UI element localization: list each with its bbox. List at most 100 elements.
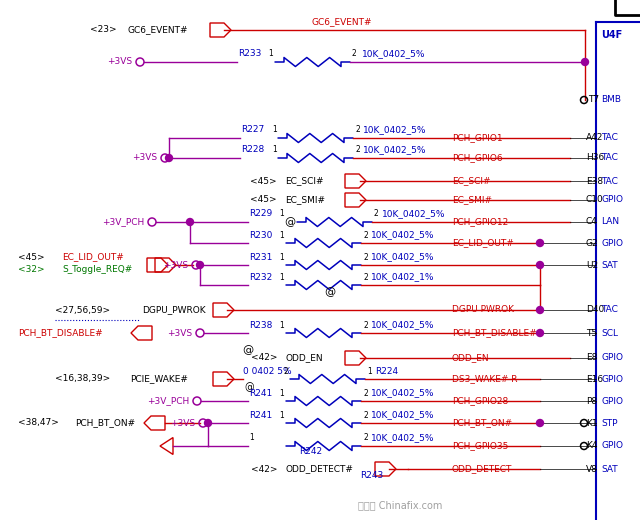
Circle shape (196, 262, 204, 268)
Text: ODD_DETECT#: ODD_DETECT# (285, 464, 353, 474)
Text: R224: R224 (375, 367, 398, 375)
Text: <42>: <42> (250, 464, 277, 474)
Text: GPIO: GPIO (601, 354, 623, 362)
Text: PCH_GPIO12: PCH_GPIO12 (452, 217, 508, 227)
Text: C10: C10 (586, 196, 604, 204)
Text: TAC: TAC (601, 305, 618, 315)
Text: 10K_0402_5%: 10K_0402_5% (362, 49, 426, 58)
Text: 2: 2 (363, 320, 368, 330)
Text: PCH_BT_ON#: PCH_BT_ON# (75, 419, 135, 427)
Text: K1: K1 (586, 419, 598, 427)
Text: 1: 1 (279, 230, 284, 240)
Text: STP: STP (601, 419, 618, 427)
Text: EC_LID_OUT#: EC_LID_OUT# (452, 239, 514, 248)
Text: 10K_0402_5%: 10K_0402_5% (371, 388, 435, 397)
Text: 10K_0402_5%: 10K_0402_5% (363, 125, 426, 135)
Text: 1: 1 (279, 210, 284, 218)
Text: 10K_0402_5%: 10K_0402_5% (363, 146, 426, 154)
Circle shape (205, 420, 211, 426)
Text: <42>: <42> (250, 354, 277, 362)
Text: 10K_0402_5%: 10K_0402_5% (382, 210, 445, 218)
Text: @: @ (244, 382, 253, 392)
Text: 2: 2 (363, 272, 368, 281)
Text: <45>: <45> (18, 253, 45, 262)
Text: PCH_BT_DISABLE#: PCH_BT_DISABLE# (18, 329, 102, 337)
Circle shape (536, 330, 543, 336)
Text: 10K_0402_5%: 10K_0402_5% (371, 434, 435, 443)
Text: V8: V8 (586, 464, 598, 474)
Text: K4: K4 (586, 441, 598, 450)
Text: PCH_GPIO6: PCH_GPIO6 (452, 153, 502, 162)
Text: ODD_EN: ODD_EN (452, 354, 490, 362)
Text: 10K_0402_5%: 10K_0402_5% (371, 320, 435, 330)
Text: C4: C4 (586, 217, 598, 227)
Text: ODD_DETECT: ODD_DETECT (452, 464, 513, 474)
Circle shape (186, 218, 193, 226)
Circle shape (536, 240, 543, 246)
Text: 2: 2 (352, 49, 356, 58)
Text: +3VS: +3VS (132, 153, 157, 162)
Text: PCIE_WAKE#: PCIE_WAKE# (130, 374, 188, 384)
Text: 2: 2 (355, 125, 360, 135)
Text: 2: 2 (363, 388, 368, 397)
Text: U4F: U4F (601, 30, 622, 40)
Text: PCH_GPIO35: PCH_GPIO35 (452, 441, 508, 450)
Text: @: @ (243, 345, 253, 355)
Text: A42: A42 (586, 134, 604, 142)
Text: R228: R228 (241, 146, 264, 154)
Text: DGPU PWROK: DGPU PWROK (452, 305, 514, 315)
Text: PCH_GPIO1: PCH_GPIO1 (452, 134, 502, 142)
Text: GPIO: GPIO (601, 239, 623, 248)
Text: EC_LID_OUT#: EC_LID_OUT# (62, 253, 124, 262)
Text: DS3_WAKE# R: DS3_WAKE# R (452, 374, 518, 384)
Text: T7: T7 (588, 96, 599, 105)
Text: 1: 1 (279, 320, 284, 330)
Text: 1: 1 (272, 146, 276, 154)
Text: @: @ (324, 287, 335, 297)
Circle shape (166, 154, 173, 162)
Text: TAC: TAC (601, 134, 618, 142)
Text: EC_SCI#: EC_SCI# (452, 176, 490, 186)
Text: GPIO: GPIO (601, 196, 623, 204)
Text: GC6_EVENT#: GC6_EVENT# (312, 18, 372, 27)
Text: <27,56,59>: <27,56,59> (55, 305, 110, 315)
Text: 1: 1 (279, 253, 284, 262)
Text: +3VS: +3VS (107, 58, 132, 67)
Text: 1: 1 (268, 49, 273, 58)
Text: PCH_GPIO28: PCH_GPIO28 (452, 396, 508, 406)
Text: +3V_PCH: +3V_PCH (147, 396, 189, 406)
Text: 10K_0402_5%: 10K_0402_5% (371, 230, 435, 240)
Text: TAC: TAC (601, 176, 618, 186)
Text: PCH_BT_ON#: PCH_BT_ON# (452, 419, 512, 427)
Text: 1: 1 (272, 125, 276, 135)
Text: R242: R242 (299, 448, 322, 457)
Text: <45>: <45> (250, 176, 277, 186)
Text: R227: R227 (241, 125, 264, 135)
Text: T5: T5 (586, 329, 597, 337)
Text: R230: R230 (249, 230, 273, 240)
Text: GPIO: GPIO (601, 396, 623, 406)
Text: E8: E8 (586, 354, 597, 362)
Text: PCH_BT_DISABLE#: PCH_BT_DISABLE# (452, 329, 536, 337)
Text: +3VS: +3VS (163, 261, 188, 269)
Text: 2: 2 (363, 410, 368, 420)
Text: U2: U2 (586, 261, 598, 269)
Circle shape (536, 262, 543, 268)
Text: 2: 2 (363, 434, 368, 443)
Circle shape (536, 420, 543, 426)
Text: 10K_0402_5%: 10K_0402_5% (371, 253, 435, 262)
Text: R233: R233 (238, 49, 261, 58)
Text: <38,47>: <38,47> (18, 419, 59, 427)
Text: E16: E16 (586, 374, 603, 384)
Text: EC_SCI#: EC_SCI# (285, 176, 323, 186)
Text: P8: P8 (586, 396, 597, 406)
Text: 2: 2 (355, 146, 360, 154)
Text: 10K_0402_5%: 10K_0402_5% (371, 410, 435, 420)
Text: GPIO: GPIO (601, 374, 623, 384)
Text: 2: 2 (363, 253, 368, 262)
Text: 1: 1 (367, 367, 372, 375)
Text: 1: 1 (279, 272, 284, 281)
Circle shape (582, 58, 589, 66)
Text: <23>: <23> (90, 25, 117, 34)
Text: 2: 2 (284, 367, 289, 375)
